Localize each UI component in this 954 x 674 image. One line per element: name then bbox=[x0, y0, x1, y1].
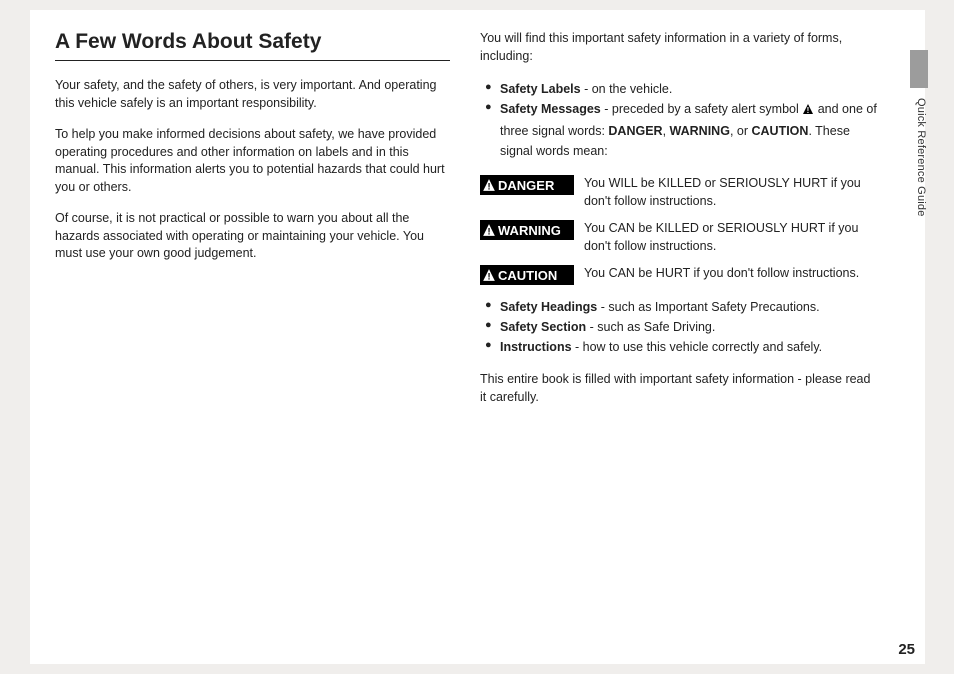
signal-word-table: ! DANGER You WILL be KILLED or SERIOUSLY… bbox=[480, 175, 880, 285]
manual-page: A Few Words About Safety Your safety, an… bbox=[30, 10, 925, 664]
danger-label: ! DANGER bbox=[480, 175, 574, 195]
right-column: You will find this important safety info… bbox=[480, 30, 880, 420]
warning-label-text: WARNING bbox=[498, 223, 561, 238]
safety-forms-list-1: Safety Labels - on the vehicle. Safety M… bbox=[480, 79, 880, 161]
signal-row-warning: ! WARNING You CAN be KILLED or SERIOUSLY… bbox=[480, 220, 880, 255]
danger-label-text: DANGER bbox=[498, 178, 554, 193]
list-item: Safety Headings - such as Important Safe… bbox=[480, 297, 880, 317]
alert-icon: ! bbox=[802, 101, 814, 121]
alert-icon: ! bbox=[482, 178, 496, 192]
item-bold: Safety Headings bbox=[500, 300, 597, 314]
left-column: A Few Words About Safety Your safety, an… bbox=[55, 30, 450, 420]
svg-text:!: ! bbox=[487, 182, 490, 192]
warning-label: ! WARNING bbox=[480, 220, 574, 240]
item-text: - such as Important Safety Precautions. bbox=[597, 300, 819, 314]
intro-paragraph-1: Your safety, and the safety of others, i… bbox=[55, 77, 450, 112]
intro-paragraph-2: To help you make informed decisions abou… bbox=[55, 126, 450, 196]
item-text: - how to use this vehicle correctly and … bbox=[572, 340, 823, 354]
intro-paragraph-3: Of course, it is not practical or possib… bbox=[55, 210, 450, 263]
signal-word: CAUTION bbox=[751, 124, 808, 138]
forms-intro: You will find this important safety info… bbox=[480, 30, 880, 65]
svg-text:!: ! bbox=[807, 106, 810, 115]
item-bold: Instructions bbox=[500, 340, 572, 354]
section-tab bbox=[910, 50, 928, 88]
signal-row-caution: ! CAUTION You CAN be HURT if you don't f… bbox=[480, 265, 880, 285]
item-text: - such as Safe Driving. bbox=[586, 320, 715, 334]
section-label: Quick Reference Guide bbox=[915, 98, 927, 217]
item-text: - on the vehicle. bbox=[581, 82, 673, 96]
signal-word: DANGER bbox=[608, 124, 662, 138]
item-bold: Safety Labels bbox=[500, 82, 581, 96]
page-number: 25 bbox=[898, 641, 915, 658]
item-bold: Safety Messages bbox=[500, 102, 601, 116]
signal-row-danger: ! DANGER You WILL be KILLED or SERIOUSLY… bbox=[480, 175, 880, 210]
alert-icon: ! bbox=[482, 268, 496, 282]
safety-forms-list-2: Safety Headings - such as Important Safe… bbox=[480, 297, 880, 357]
list-item: Instructions - how to use this vehicle c… bbox=[480, 337, 880, 357]
list-item: Safety Messages - preceded by a safety a… bbox=[480, 99, 880, 161]
signal-word: WARNING bbox=[670, 124, 730, 138]
list-item: Safety Section - such as Safe Driving. bbox=[480, 317, 880, 337]
caution-label: ! CAUTION bbox=[480, 265, 574, 285]
two-column-layout: A Few Words About Safety Your safety, an… bbox=[55, 30, 885, 420]
caution-label-text: CAUTION bbox=[498, 268, 557, 283]
item-bold: Safety Section bbox=[500, 320, 586, 334]
danger-description: You WILL be KILLED or SERIOUSLY HURT if … bbox=[574, 175, 880, 210]
item-text: - preceded by a safety alert symbol bbox=[601, 102, 802, 116]
closing-paragraph: This entire book is filled with importan… bbox=[480, 371, 880, 406]
caution-description: You CAN be HURT if you don't follow inst… bbox=[574, 265, 880, 283]
page-title: A Few Words About Safety bbox=[55, 30, 450, 61]
svg-text:!: ! bbox=[487, 272, 490, 282]
svg-text:!: ! bbox=[487, 227, 490, 237]
list-item: Safety Labels - on the vehicle. bbox=[480, 79, 880, 99]
alert-icon: ! bbox=[482, 223, 496, 237]
warning-description: You CAN be KILLED or SERIOUSLY HURT if y… bbox=[574, 220, 880, 255]
